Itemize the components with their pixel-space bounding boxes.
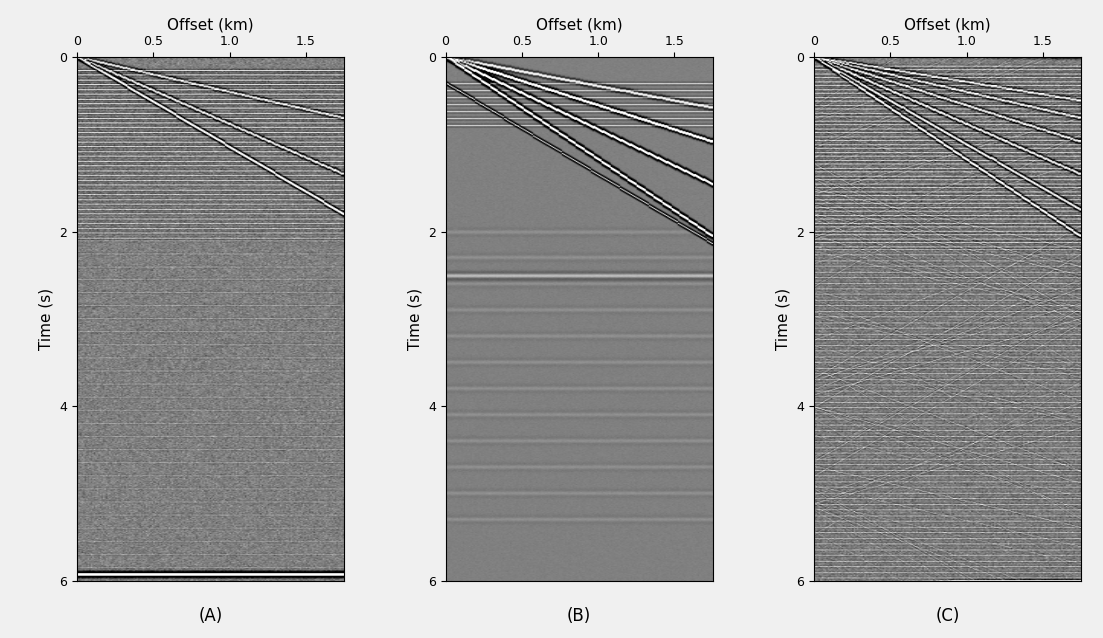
Text: (C): (C) bbox=[935, 607, 960, 625]
Y-axis label: Time (s): Time (s) bbox=[39, 288, 54, 350]
Text: (A): (A) bbox=[199, 607, 223, 625]
X-axis label: Offset (km): Offset (km) bbox=[904, 17, 990, 32]
Y-axis label: Time (s): Time (s) bbox=[775, 288, 791, 350]
X-axis label: Offset (km): Offset (km) bbox=[536, 17, 622, 32]
Text: (B): (B) bbox=[567, 607, 591, 625]
X-axis label: Offset (km): Offset (km) bbox=[168, 17, 254, 32]
Y-axis label: Time (s): Time (s) bbox=[407, 288, 422, 350]
